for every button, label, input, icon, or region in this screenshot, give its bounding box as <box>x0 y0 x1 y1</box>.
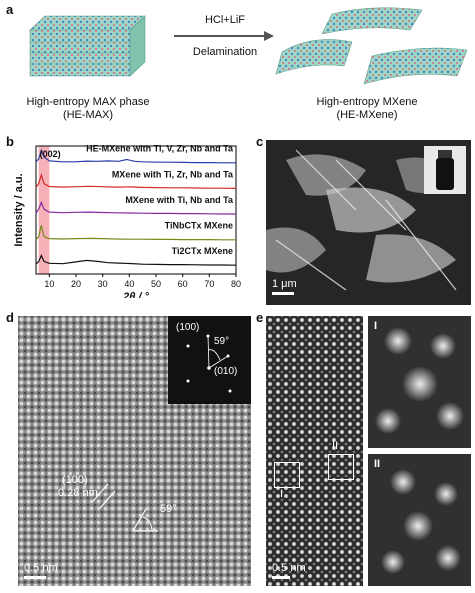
x-tick-label-0: 10 <box>44 279 54 289</box>
series-label-4: Ti2CTx MXene <box>172 246 233 256</box>
region-box-2 <box>328 454 354 480</box>
panel-d-letter: d <box>6 310 14 325</box>
series-line-1 <box>35 172 237 189</box>
peak-label: (002) <box>40 149 61 159</box>
hrtem-scale-label: 0.5 nm <box>24 562 58 574</box>
panel-b-letter: b <box>6 134 14 149</box>
arrow-bottom-label: Delamination <box>192 46 258 58</box>
series-label-0: HE-MXene with Ti, V, Zr, Nb and Ta <box>86 144 234 154</box>
he-max-caption: High-entropy MAX phase (HE-MAX) <box>8 96 168 122</box>
hrtem-image: (100) 59° (010) (100) 0.28 nm 59° 0.5 nm <box>18 316 251 586</box>
region-box-2-label: II <box>332 440 339 452</box>
x-tick-label-7: 80 <box>231 279 241 289</box>
peak-highlight-band <box>38 146 50 274</box>
arrow-top-label: HCl+LiF <box>204 14 246 26</box>
x-tick-label-2: 30 <box>98 279 108 289</box>
fft-pattern-graphic <box>186 334 232 393</box>
zoom-inset-1-atoms <box>375 327 464 434</box>
region-box-1-label: I <box>280 488 284 500</box>
sem-image: 1 μm <box>266 140 471 305</box>
zoom-inset-2: II <box>368 454 471 586</box>
fft-010-label: (010) <box>214 366 238 377</box>
xrd-chart: HE-MXene with Ti, V, Zr, Nb and Ta MXene … <box>13 144 241 298</box>
series-line-3 <box>35 225 236 241</box>
stem-scale-label: 0.5 nm <box>272 562 306 574</box>
he-max-caption-line2: (HE-MAX) <box>62 109 114 121</box>
he-max-caption-line1: High-entropy MAX phase <box>26 96 150 108</box>
panel-e-letter: e <box>256 310 264 325</box>
series-label-1: MXene with Ti, Zr, Nb and Ta <box>112 169 234 179</box>
hrtem-scale-bar <box>24 576 46 579</box>
series-line-0 <box>35 148 236 164</box>
stem-scale-bar <box>272 576 290 579</box>
x-tick-label-5: 60 <box>178 279 188 289</box>
plot-frame <box>35 145 237 275</box>
series-line-4 <box>35 254 237 266</box>
panel-a-letter: a <box>6 2 14 17</box>
vial-inset <box>424 146 466 194</box>
lattice-plane-label: (100) <box>62 474 88 486</box>
right-arrow-icon <box>174 31 274 41</box>
zoom-inset-2-atoms <box>381 469 461 574</box>
zoom-inset-1: I <box>368 316 471 448</box>
he-max-block-illustration <box>29 15 146 77</box>
he-mxene-caption-line1: High-entropy MXene <box>316 96 418 108</box>
he-mxene-caption: High-entropy MXene (HE-MXene) <box>292 96 442 122</box>
zoom-inset-2-label: II <box>374 458 381 470</box>
x-axis-label: 2θ / ° <box>122 291 149 298</box>
y-axis-label: Intensity / a.u. <box>13 173 25 246</box>
series-line-2 <box>35 200 236 215</box>
x-tick-label-4: 50 <box>151 279 161 289</box>
he-mxene-caption-line2: (HE-MXene) <box>336 109 398 121</box>
sem-scale-bar <box>272 292 294 295</box>
series-label-3: TiNbCTx MXene <box>165 221 233 231</box>
zoom-inset-1-label: I <box>374 320 378 332</box>
he-mxene-sheets-illustration <box>275 7 468 85</box>
fft-100-label: (100) <box>176 322 200 333</box>
x-tick-label-6: 70 <box>204 279 214 289</box>
lattice-annotations <box>92 483 158 532</box>
x-tick-label-3: 40 <box>124 279 134 289</box>
panel-c-letter: c <box>256 134 264 149</box>
fft-inset: (100) 59° (010) <box>168 316 251 404</box>
series-label-2: MXene with Ti, Nb and Ta <box>125 195 234 205</box>
fft-angle-label: 59° <box>214 336 230 347</box>
lattice-spacing-label: 0.28 nm <box>58 487 98 499</box>
stem-image: I II 0.5 nm <box>266 316 363 586</box>
region-box-1 <box>274 462 300 488</box>
x-tick-label-1: 20 <box>71 279 81 289</box>
vial-icon <box>436 150 454 190</box>
lattice-angle-label: 59° <box>160 503 177 515</box>
sem-scale-label: 1 μm <box>272 278 297 290</box>
